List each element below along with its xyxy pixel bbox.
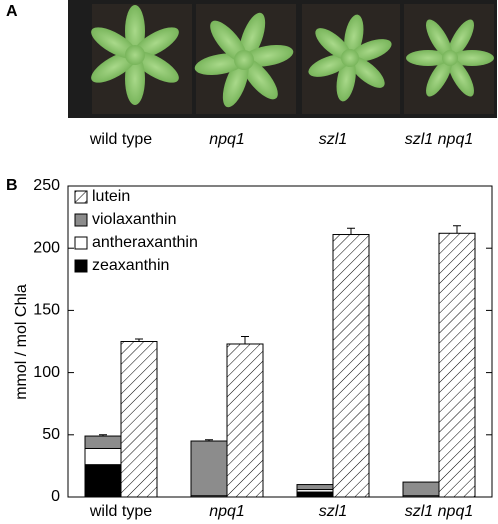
bar xyxy=(226,343,264,498)
bar xyxy=(438,232,476,498)
legend-swatch xyxy=(74,213,88,227)
panel-label: A xyxy=(6,3,18,20)
legend-label: antheraxanthin xyxy=(92,234,198,251)
y-tick-label: 0 xyxy=(51,488,60,505)
bar xyxy=(296,491,334,498)
legend-swatch xyxy=(74,259,88,273)
genotype-label: szl1 npq1 xyxy=(405,131,474,148)
bar xyxy=(402,481,440,497)
y-tick-label: 200 xyxy=(33,239,60,256)
x-tick-label: szl1 npq1 xyxy=(405,503,474,520)
legend-swatch xyxy=(74,190,88,204)
error-bar xyxy=(205,439,213,442)
y-tick-label: 50 xyxy=(42,426,60,443)
legend-label: violaxanthin xyxy=(92,211,177,228)
x-tick-label: wild type xyxy=(89,503,152,520)
error-bar xyxy=(453,225,461,234)
bar xyxy=(84,464,122,498)
error-bar xyxy=(241,336,249,344)
y-tick-label: 100 xyxy=(33,364,60,381)
error-bar xyxy=(99,434,107,437)
bar xyxy=(84,447,122,466)
plant-photo xyxy=(68,0,497,118)
error-bar xyxy=(135,338,143,342)
legend-label: lutein xyxy=(92,188,130,205)
bar xyxy=(296,484,334,491)
genotype-label: wild type xyxy=(89,131,152,148)
x-tick-label: npq1 xyxy=(209,503,245,520)
genotype-label: szl1 xyxy=(319,131,347,148)
bar xyxy=(120,341,158,498)
bar xyxy=(332,234,370,498)
legend-label: zeaxanthin xyxy=(92,257,169,274)
x-tick-label: szl1 xyxy=(319,503,347,520)
error-bar xyxy=(347,227,355,235)
bar xyxy=(84,435,122,449)
y-tick-label: 150 xyxy=(33,302,60,319)
genotype-label: npq1 xyxy=(209,131,245,148)
y-axis-label: mmol / mol Chla xyxy=(13,284,30,400)
bar xyxy=(190,440,228,497)
legend-swatch xyxy=(74,236,88,250)
panel-label: B xyxy=(6,177,18,194)
y-tick-label: 250 xyxy=(33,177,60,194)
plot-frame xyxy=(67,185,493,498)
